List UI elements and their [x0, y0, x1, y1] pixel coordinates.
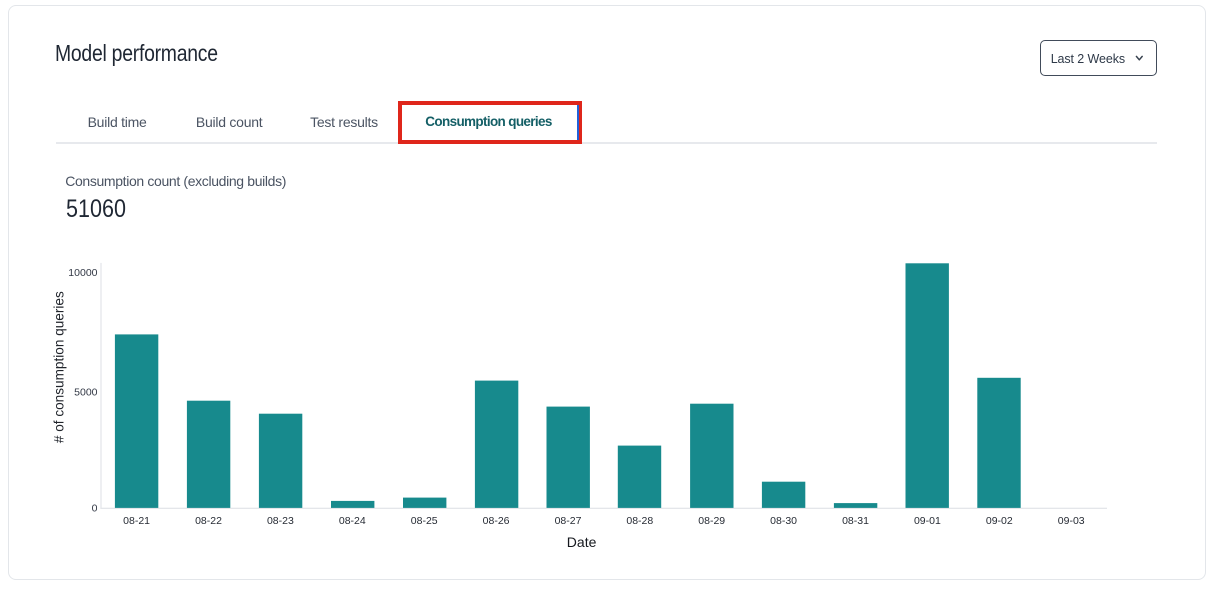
svg-text:08-23: 08-23 — [267, 515, 294, 527]
svg-text:08-28: 08-28 — [626, 515, 653, 527]
svg-text:09-02: 09-02 — [986, 515, 1013, 527]
svg-text:08-25: 08-25 — [411, 515, 438, 527]
svg-text:08-29: 08-29 — [698, 515, 725, 527]
svg-text:08-22: 08-22 — [195, 515, 222, 527]
svg-text:Date: Date — [567, 534, 597, 550]
svg-text:08-30: 08-30 — [770, 515, 797, 527]
svg-text:0: 0 — [92, 503, 98, 515]
svg-text:​# of consumption queries: ​# of consumption queries — [52, 291, 67, 443]
svg-text:09-03: 09-03 — [1058, 515, 1085, 527]
svg-text:08-31: 08-31 — [842, 515, 869, 527]
svg-text:08-27: 08-27 — [555, 515, 582, 527]
svg-text:5000: 5000 — [74, 387, 98, 399]
svg-text:08-26: 08-26 — [483, 515, 510, 527]
svg-text:08-21: 08-21 — [123, 515, 150, 527]
svg-text:08-24: 08-24 — [339, 515, 366, 527]
svg-text:09-01: 09-01 — [914, 515, 941, 527]
svg-text:10000: 10000 — [68, 267, 97, 279]
